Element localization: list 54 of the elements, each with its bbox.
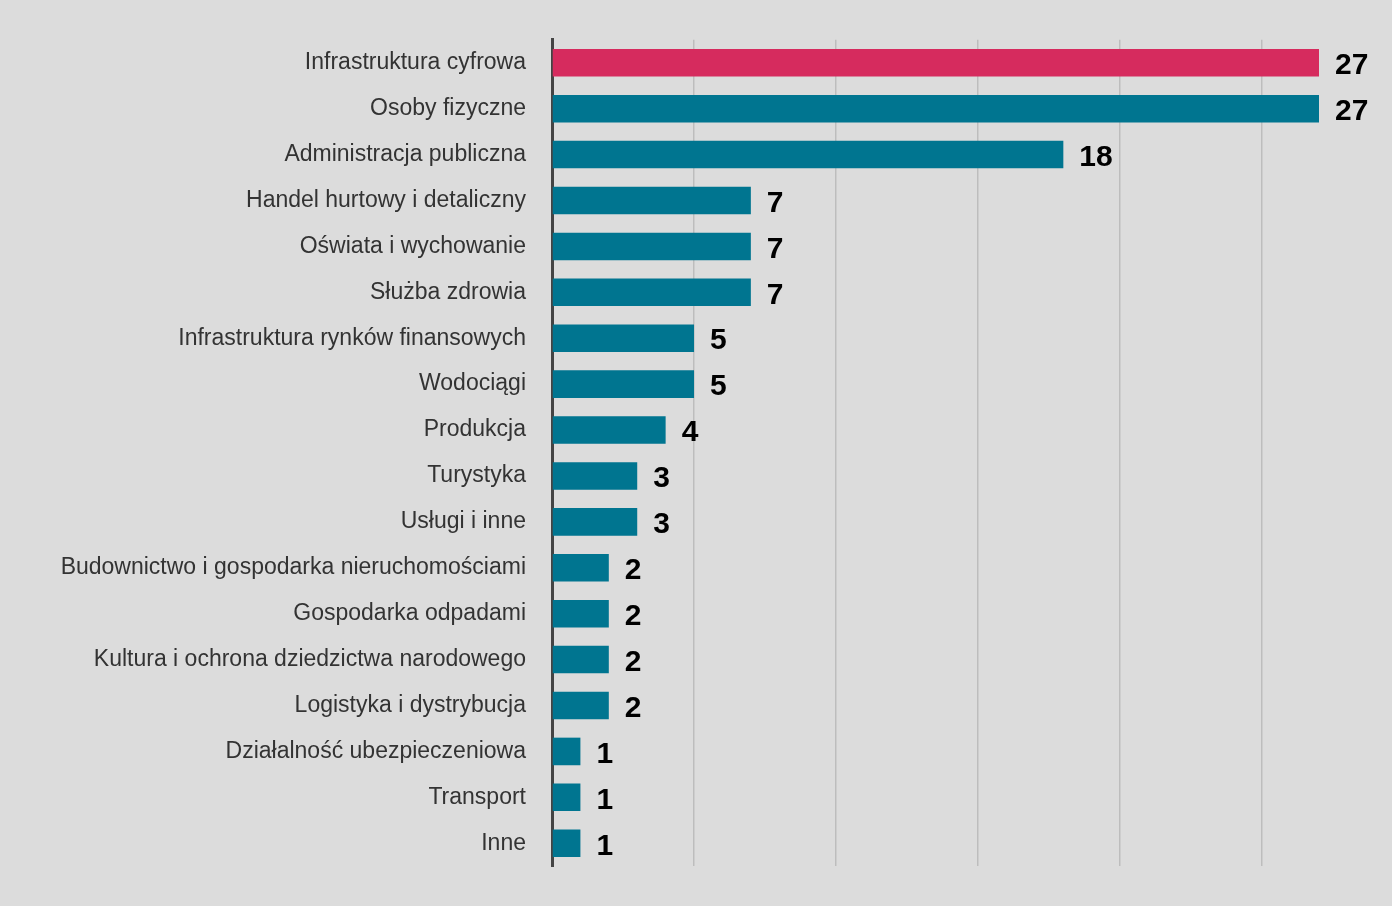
data-label: 4: [681, 414, 699, 448]
y-tick-label: Administracja publiczna: [284, 139, 527, 166]
y-tick-label: Wodociągi: [419, 369, 526, 396]
bar: [552, 554, 609, 582]
y-tick-label: Usługi i inne: [400, 507, 526, 534]
bar: [552, 278, 751, 307]
y-tick-label: Produkcja: [423, 415, 527, 442]
y-tick-label: Kultura i ochrona dziedzictwa narodowego: [93, 644, 526, 671]
y-tick-label: Infrastruktura rynków finansowych: [178, 323, 526, 350]
y-tick-label: Inne: [481, 828, 526, 855]
bar: [552, 324, 695, 352]
bar: [552, 140, 1064, 169]
bar: [552, 783, 581, 812]
data-label: 7: [766, 230, 784, 264]
data-label: 3: [653, 460, 670, 494]
y-tick-label: Infrastruktura cyfrowa: [304, 48, 527, 75]
data-label: 5: [710, 368, 727, 402]
bar: [552, 508, 638, 536]
y-tick-label: Turystyka: [427, 461, 527, 488]
y-tick-label: Handel hurtowy i detaliczny: [246, 185, 527, 212]
bar: [552, 829, 581, 858]
data-label: 27: [1335, 47, 1369, 81]
y-tick-label: Oświata i wychowanie: [299, 231, 526, 258]
bar: [552, 186, 751, 215]
bar: [552, 48, 1319, 77]
data-label: 2: [624, 689, 642, 723]
data-label: 1: [596, 781, 614, 815]
data-label: 7: [766, 184, 784, 218]
data-label: 18: [1079, 138, 1113, 172]
bar: [552, 691, 609, 720]
data-label: 5: [710, 322, 727, 356]
data-label: 1: [596, 827, 614, 861]
y-tick-label: Logistyka i dystrybucja: [294, 690, 527, 717]
data-label: 27: [1335, 92, 1369, 126]
bar: [552, 462, 638, 490]
bar: [552, 645, 609, 674]
bar: [552, 416, 666, 444]
y-tick-label: Budownictwo i gospodarka nieruchomościami: [60, 553, 526, 580]
bar: [552, 232, 751, 261]
data-label: 1: [596, 735, 614, 769]
data-label: 2: [624, 643, 642, 677]
bar: [552, 599, 609, 628]
data-label: 2: [624, 552, 642, 586]
data-label: 7: [766, 276, 784, 310]
data-label: 3: [653, 506, 670, 540]
data-label: 2: [624, 597, 642, 631]
y-tick-label: Osoby fizyczne: [370, 94, 526, 121]
y-tick-label: Gospodarka odpadami: [293, 599, 526, 626]
bar: [552, 370, 695, 398]
bar: [552, 737, 581, 766]
bar: [552, 94, 1319, 123]
y-tick-label: Transport: [428, 782, 527, 809]
y-tick-label: Działalność ubezpieczeniowa: [225, 736, 527, 763]
y-tick-label: Służba zdrowia: [370, 277, 527, 304]
